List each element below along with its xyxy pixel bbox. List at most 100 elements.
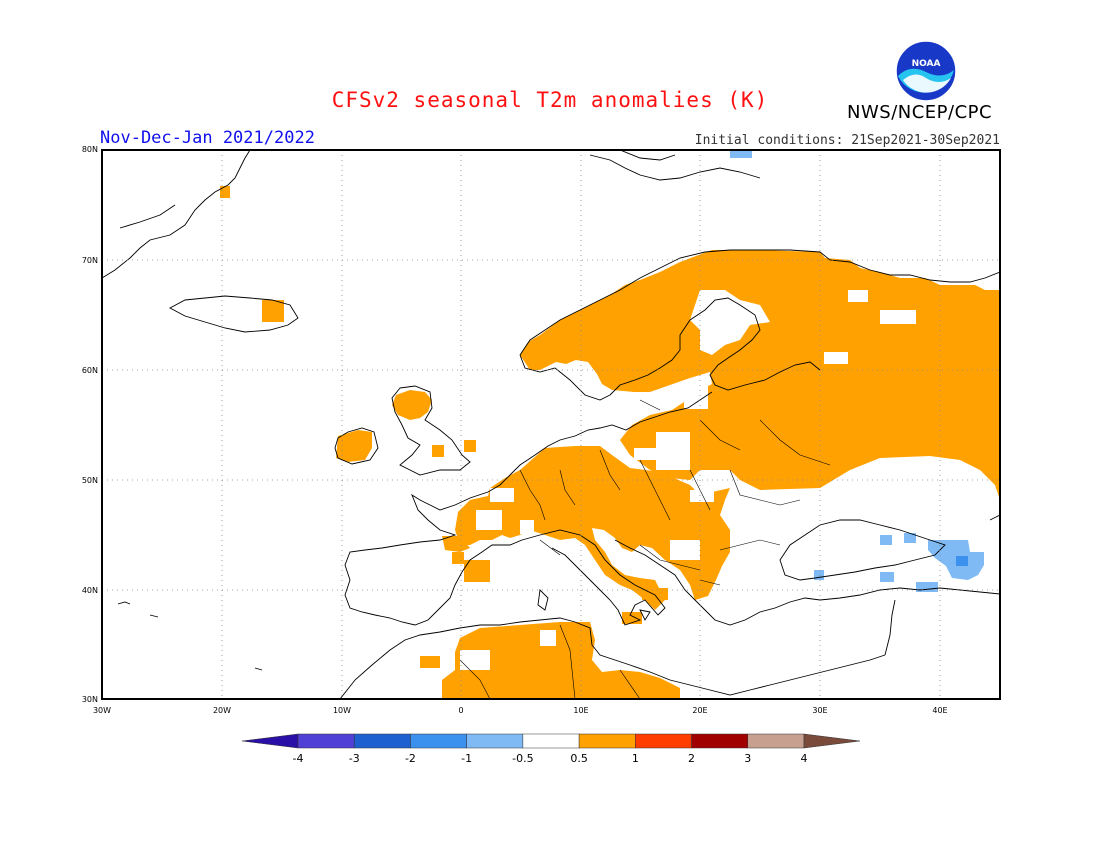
colorbar-label: -2 <box>405 752 416 765</box>
lon-tick-label: 30W <box>93 706 111 715</box>
colorbar-swatch <box>297 733 355 749</box>
neutral-hole <box>824 352 848 364</box>
coastline-finland <box>709 314 821 391</box>
coastline-norway-south <box>519 354 611 401</box>
neutral-hole <box>490 488 514 502</box>
colorbar: -4 -3 -2 -1 -0.5 0.5 1 2 3 4 <box>241 733 861 765</box>
coastline-italy <box>521 529 666 626</box>
coastline-britain <box>391 385 471 476</box>
coastline-arctic-islands <box>589 154 761 181</box>
lat-tick-label: 40N <box>82 586 98 595</box>
coastline-azores <box>117 601 131 605</box>
neutral-hole <box>690 290 770 355</box>
coastline-ireland <box>334 427 379 465</box>
country-borders <box>539 539 781 586</box>
lon-tick-label: 10E <box>573 706 588 715</box>
lon-tick-label: 0 <box>458 706 463 715</box>
country-borders <box>459 624 641 699</box>
colorbar-end-low <box>241 733 299 749</box>
colorbar-label: -1 <box>461 752 472 765</box>
season-label: Nov-Dec-Jan 2021/2022 <box>100 128 315 148</box>
anomaly-cell <box>880 572 894 582</box>
coastline-levant <box>884 599 896 656</box>
neutral-hole <box>656 432 690 470</box>
colorbar-end-high <box>803 733 861 749</box>
colorbar-label: 4 <box>801 752 808 765</box>
anomaly-layer <box>102 150 1000 699</box>
lon-tick-label: 20W <box>213 706 231 715</box>
anomaly-cell <box>452 552 464 564</box>
coastline-sicily <box>639 609 651 621</box>
neutral-hole <box>476 510 502 530</box>
coastline-north-africa <box>339 617 886 699</box>
coastline-scandinavia <box>519 249 1000 356</box>
logo-wave-highlight <box>903 74 951 93</box>
colorbar-swatch <box>353 733 411 749</box>
colorbar-swatch <box>635 733 692 749</box>
neutral-hole <box>880 310 916 324</box>
neutral-hole <box>460 650 490 670</box>
anomaly-region-north-africa <box>442 622 680 699</box>
initial-conditions-label: Initial conditions: 21Sep2021-30Sep2021 <box>694 133 1000 148</box>
colorbar-swatch <box>410 733 467 749</box>
anomaly-cell <box>642 588 668 600</box>
lon-tick-label: 10W <box>333 706 351 715</box>
coastline-greenland <box>102 150 251 279</box>
coastline-black-sea <box>779 519 946 581</box>
anomaly-cell <box>420 656 440 668</box>
lon-axis: 30W 20W 10W 0 10E 20E 30E 40E <box>93 706 948 715</box>
anomaly-cell <box>916 582 938 592</box>
anomaly-cell-darker <box>956 556 968 566</box>
anomaly-cell <box>432 445 444 457</box>
lat-tick-label: 50N <box>82 476 98 485</box>
anomaly-cell <box>464 440 476 452</box>
coastline-sardinia <box>537 589 549 611</box>
map-frame <box>101 149 1001 700</box>
coastline-iceland <box>169 295 299 333</box>
logo-text: NOAA <box>912 59 941 69</box>
lon-tick-label: 30E <box>812 706 827 715</box>
coastline-arctic-islands <box>619 150 676 161</box>
lat-tick-label: 70N <box>82 256 98 265</box>
anomaly-cell <box>814 570 824 580</box>
colorbar-swatch <box>691 733 749 749</box>
colorbar-label: 1 <box>632 752 639 765</box>
lat-tick-label: 80N <box>82 145 98 154</box>
anomaly-region-iberia-north <box>442 536 470 552</box>
neutral-hole <box>520 520 534 534</box>
neutral-hole <box>670 540 700 560</box>
colorbar-label: 2 <box>688 752 695 765</box>
anomaly-cell <box>730 150 752 158</box>
neutral-hole <box>540 630 556 646</box>
colorbar-label: 3 <box>744 752 751 765</box>
coastline-sweden-baltic <box>609 297 756 396</box>
anomaly-region-central-europe <box>455 446 730 610</box>
neutral-hole <box>848 290 868 302</box>
coastline-azores <box>149 614 159 618</box>
coastline-greenland <box>119 204 176 229</box>
lon-tick-label: 40E <box>932 706 947 715</box>
colorbar-label: -4 <box>293 752 304 765</box>
neutral-hole <box>634 448 656 460</box>
anomaly-region-ireland <box>336 430 372 462</box>
anomaly-region-iberia-east <box>464 560 490 582</box>
colorbar-swatch <box>466 733 524 749</box>
anomaly-region-iceland <box>262 300 284 322</box>
neutral-hole <box>690 490 714 502</box>
anomaly-cell <box>880 535 892 545</box>
colorbar-label: -3 <box>349 752 360 765</box>
colorbar-swatch <box>747 733 805 749</box>
lat-tick-label: 60N <box>82 366 98 375</box>
anomaly-region-greenland-east <box>220 186 230 198</box>
coastline-caspian <box>989 514 1000 521</box>
noaa-logo: NOAA <box>895 40 957 102</box>
anomaly-cell <box>904 533 916 543</box>
colorbar-label: 0.5 <box>570 752 588 765</box>
coastline-madeira <box>254 667 263 671</box>
colorbar-label: -0.5 <box>512 752 533 765</box>
agency-label: NWS/NCEP/CPC <box>847 102 993 123</box>
anomaly-region-scotland <box>392 390 432 420</box>
coastline-iberia-france <box>344 474 523 626</box>
coastlines <box>102 150 1000 699</box>
